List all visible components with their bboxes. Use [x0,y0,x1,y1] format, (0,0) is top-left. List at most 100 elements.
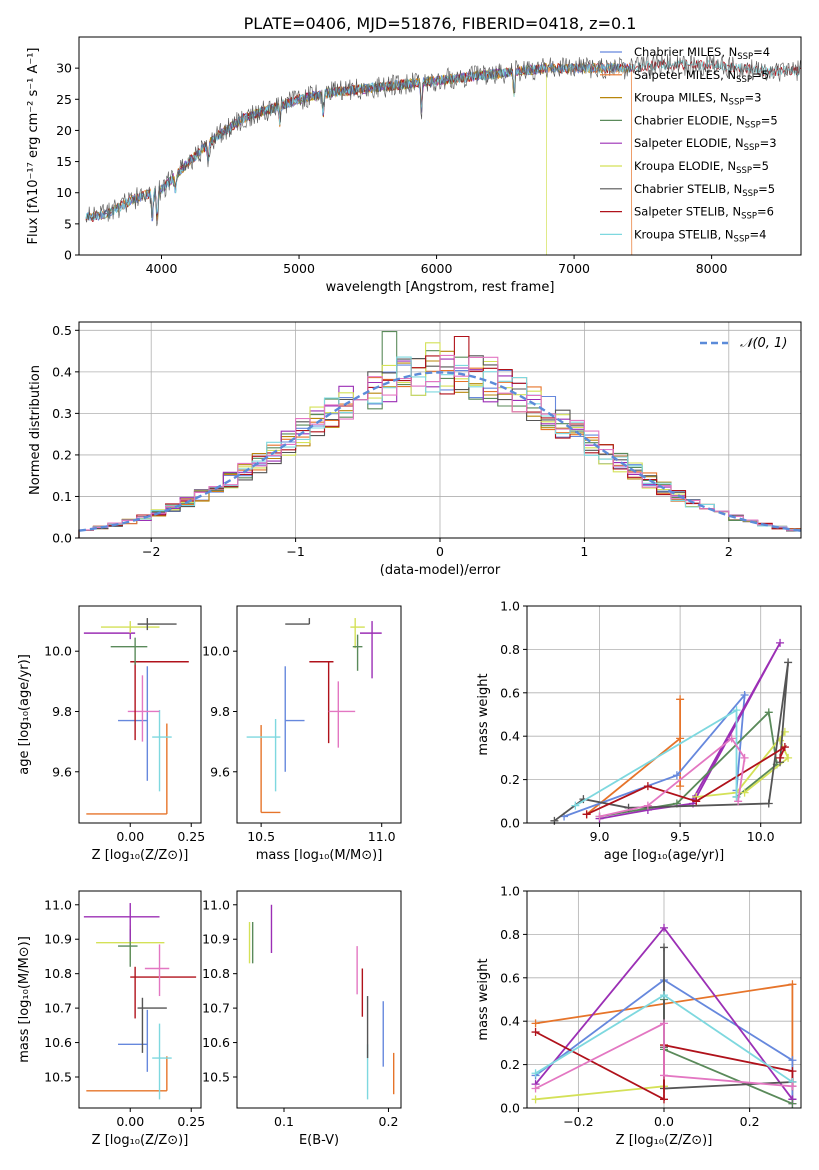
legend-subscript: SSP [734,234,750,244]
weight-marker [788,1099,797,1108]
axes-weight_vs_Z: −0.2 0.0 0.2 0.0 0.2 0.4 0.6 0.8 1.0 Z [log₁₀(Z/Z… [476,884,802,1148]
y-tick-label: 10.5 [202,1070,230,1085]
legend-entry: Chabrier MILES, NSSP=4 [634,45,770,62]
weight-marker [692,797,701,806]
weight-marker [788,1082,797,1091]
legend-count: =5 [752,68,769,82]
axes-frame [236,605,402,824]
y-tick-label: 10.0 [44,644,72,659]
legend-count: =5 [752,159,769,173]
legend-subscript: SSP [744,143,760,153]
legend-count: =6 [757,205,774,219]
axes-age_vs_mass: 10.5 11.0 9.6 9.8 10.0 mass [log₁₀(M/M⊙)] [202,605,402,863]
weight-marker [531,1069,540,1078]
legend-text: Chabrier ELODIE, N [634,113,745,127]
x-axis-label: Z [log₁₀(Z/Z⊙)] [92,1133,189,1148]
plot-area [248,904,395,1100]
weight-marker [764,708,773,717]
y-tick-label: 11.0 [44,897,72,912]
x-tick-label: −2 [142,544,160,559]
legend-subscript: SSP [736,75,752,85]
plot-area: 𝒩(0, 1) [78,331,802,538]
legend-subscript: SSP [737,52,753,62]
y-axis-label: mass weight [476,673,491,755]
frame: −2 −1 0 1 2 0.0 0.1 0.2 0.3 0.4 0.5 (data-model)/er… [28,321,802,578]
axes-residuals: 𝒩(0, 1) −2 −1 0 1 2 0.0 0.1 0.2 0.3 0.4 0.5 (data-mo… [28,321,802,578]
y-tick-label: 0.2 [500,772,520,787]
y-tick-label: 5 [64,216,72,231]
weight-marker [740,788,749,797]
frame: 0.00 0.25 10.5 10.6 10.7 10.8 10.9 11.0 Z [log₁₀… [17,890,205,1148]
y-tick-label: 0.6 [500,685,520,700]
weight-marker [660,1071,668,1080]
weight-marker [531,1084,540,1093]
weight-marker [780,743,789,752]
weight-marker [672,771,681,780]
weight-marker [660,923,668,932]
plot-area [83,903,197,1100]
y-tick-label: 0.4 [52,364,72,379]
y-tick-label: 11.0 [202,897,230,912]
x-tick-label: −0.2 [563,1114,593,1129]
y-tick-label: 0.2 [52,447,72,462]
legend-count: =5 [761,113,778,127]
plot-area [246,618,382,814]
weight-marker [571,801,580,810]
y-tick-label: 1.0 [500,884,520,899]
y-tick-label: 9.8 [210,704,230,719]
y-tick-label: 10.9 [202,932,230,947]
legend-text: Salpeter STELIB, N [634,205,741,219]
axes-age_vs_Z: 0.00 0.25 9.6 9.8 10.0 Z [log₁₀(Z/Z⊙)] age [lo… [17,605,205,863]
y-tick-label: 0.4 [500,1014,520,1029]
x-tick-label: 0.25 [177,829,205,844]
x-axis-label: (data-model)/error [380,563,501,578]
weight-line [563,692,746,818]
x-axis-label: E(B-V) [299,1133,339,1148]
axes-frame [78,890,202,1109]
frame: 4000 5000 6000 7000 8000 0 5 10 15 20 25 30 waveleng… [26,36,802,295]
figure-title: PLATE=0406, MJD=51876, FIBERID=0418, z=0… [244,14,637,33]
weight-marker [660,943,668,952]
y-tick-label: 0.0 [500,816,520,831]
y-tick-label: 10.6 [44,1035,72,1050]
weight-marker [582,810,591,819]
y-tick-label: 0.8 [500,642,520,657]
axes-mass_vs_Z: 0.00 0.25 10.5 10.6 10.7 10.8 10.9 11.0 Z [log₁₀… [17,890,205,1148]
weight-marker [788,980,797,989]
x-tick-label: 0.25 [177,1114,205,1129]
weight-marker [784,658,793,667]
x-tick-label: 4000 [146,261,178,276]
legend-count: =5 [758,182,775,196]
legend-text: Kroupa ELODIE, N [634,159,736,173]
plot-area [550,638,793,825]
weight-marker [643,782,652,791]
legend-subscript: SSP [729,98,745,108]
y-tick-label: 10.8 [44,966,72,981]
y-tick-label: 1.0 [500,599,520,614]
weight-marker [531,1019,540,1028]
legend-text: Chabrier STELIB, N [634,182,742,196]
gaussian-curve [78,371,802,532]
legend-subscript: SSP [742,189,758,199]
y-tick-label: 10 [56,185,72,200]
axes-frame [526,605,802,824]
x-axis-label: wavelength [Angstrom, rest frame] [326,280,555,295]
y-axis-label: mass [log₁₀(M/M⊙)] [17,936,32,1063]
legend-entry: 𝒩(0, 1) [740,336,787,351]
y-tick-label: 0.3 [52,406,72,421]
x-tick-label: 1 [580,544,588,559]
frame: 0.00 0.25 9.6 9.8 10.0 Z [log₁₀(Z/Z⊙)] age [lo… [17,605,205,863]
x-axis-label: mass [log₁₀(M/M⊙)] [256,848,383,863]
histogram-step [78,354,801,538]
weight-marker [727,734,736,743]
y-tick-label: 9.8 [52,704,72,719]
y-tick-label: 10.9 [44,932,72,947]
weight-marker [660,991,668,1000]
frame: 0.1 0.2 10.5 10.6 10.7 10.8 10.9 11.0 E(B-V) [202,890,402,1148]
weight-marker [531,1095,540,1104]
legend-count: =4 [749,227,766,241]
